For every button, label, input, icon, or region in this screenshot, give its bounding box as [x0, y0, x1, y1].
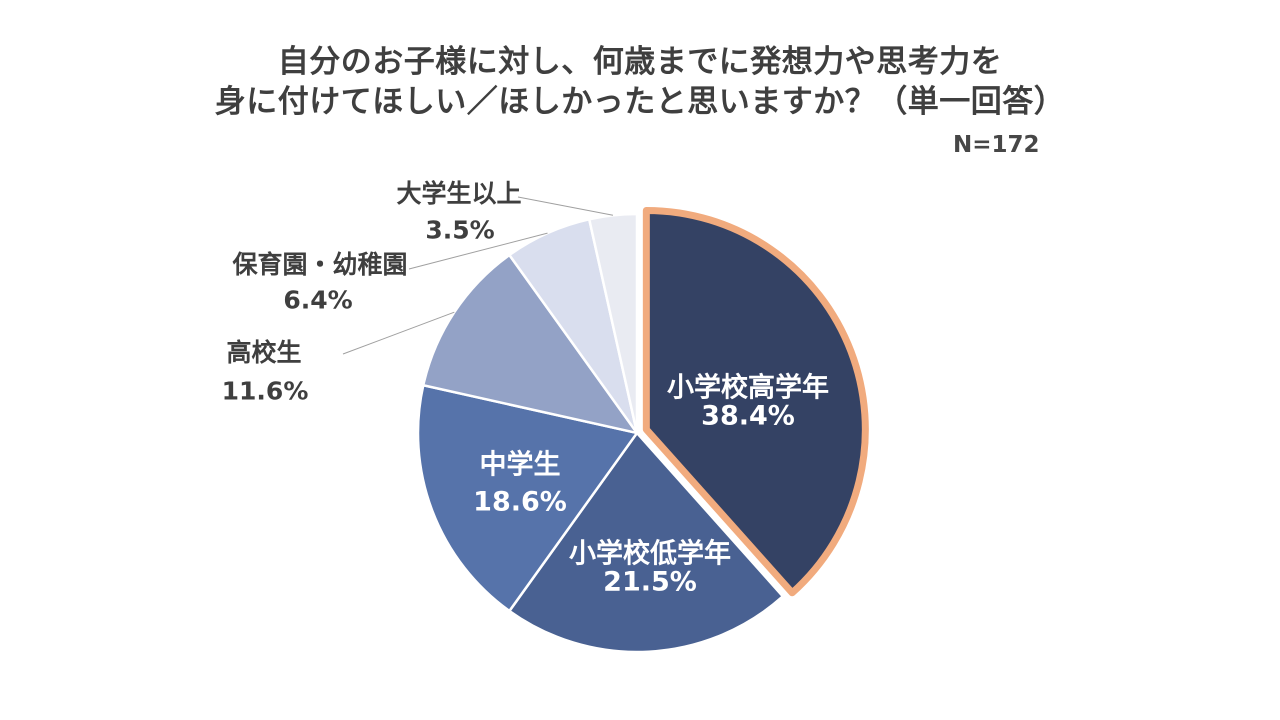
slice-label-elementary-upper: 小学校高学年 — [667, 372, 829, 404]
slice-label-elementary-lower: 小学校低学年 — [569, 538, 731, 570]
slice-pct-elementary-lower: 21.5% — [603, 566, 697, 598]
slice-label-junior-high: 中学生 — [479, 449, 561, 481]
slice-pct-preschool: 6.4% — [283, 285, 353, 315]
slice-pct-elementary-upper: 38.4% — [701, 400, 795, 432]
leader-line-high-school — [342, 311, 455, 355]
leader-line-university-plus — [517, 196, 614, 216]
slice-label-preschool: 保育園・幼稚園 — [232, 250, 408, 279]
slice-pct-junior-high: 18.6% — [473, 486, 567, 518]
leader-line-preschool — [408, 232, 548, 270]
slice-pct-university-plus: 3.5% — [425, 215, 495, 245]
pie-slice-high-school — [421, 253, 640, 435]
chart-title: 自分のお子様に対し、何歳までに発想力や思考力を 身に付けてほしい／ほしかったと思… — [0, 42, 1280, 122]
sample-size-label: N=172 — [953, 132, 1040, 158]
slice-label-university-plus: 大学生以上 — [396, 179, 522, 208]
slice-label-high-school: 高校生 — [226, 338, 302, 367]
slice-pct-high-school: 11.6% — [221, 376, 309, 406]
chart-title-line2: 身に付けてほしい／ほしかったと思いますか？（単一回答） — [214, 84, 1066, 120]
pie-slice-junior-high — [416, 383, 640, 613]
pie-slice-elementary-lower — [507, 431, 785, 654]
pie-slice-elementary-upper — [642, 206, 869, 597]
chart-title-line1: 自分のお子様に対し、何歳までに発想力や思考力を — [277, 44, 1003, 80]
